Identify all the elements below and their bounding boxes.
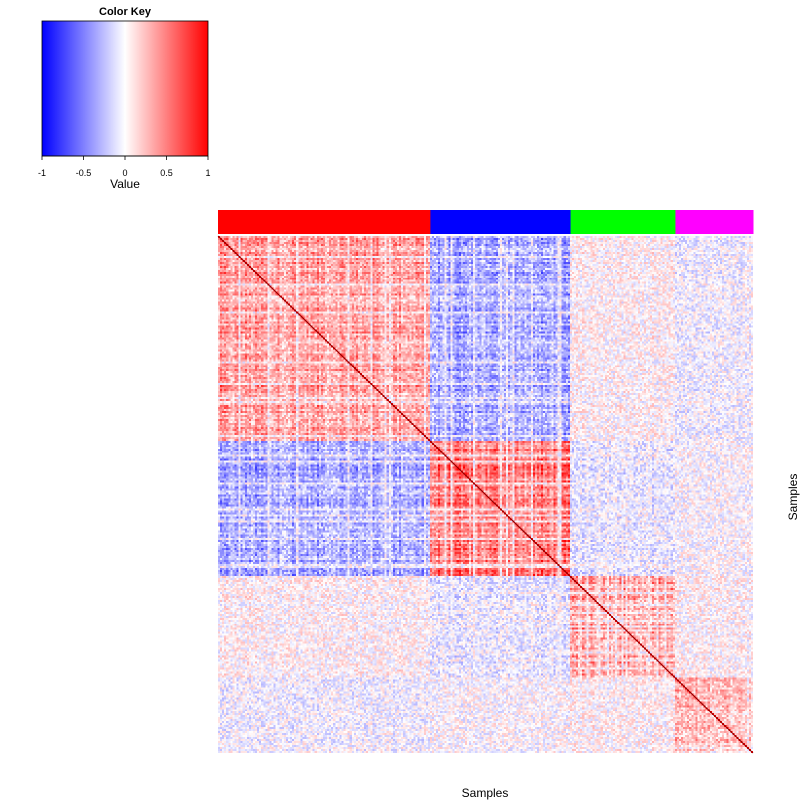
color-key-tick-label: 0 [122, 168, 127, 178]
color-key-tick-label: 0.5 [160, 168, 173, 178]
x-axis-label: Samples [462, 786, 509, 800]
heatmap-diagonal [217, 235, 754, 754]
color-key-axis: -1 -0.5 0 0.5 1 [38, 155, 211, 178]
group-color-bar [218, 210, 754, 234]
color-key: Color Key -1 -0.5 0 0.5 1 Value [38, 6, 211, 191]
color-key-tick-label: -0.5 [76, 168, 92, 178]
color-key-axis-label: Value [110, 177, 140, 191]
heatmap-area [217, 235, 754, 754]
group-bar-segment-3 [570, 210, 676, 234]
group-bar-segment-1 [218, 210, 431, 234]
group-bar-segment-2 [430, 210, 572, 234]
color-key-tick-label: 1 [205, 168, 210, 178]
color-key-gradient [41, 20, 209, 157]
y-axis-label: Samples [786, 474, 800, 521]
group-bar-segment-4 [675, 210, 754, 234]
color-key-title: Color Key [99, 6, 152, 18]
color-key-tick-label: -1 [38, 168, 46, 178]
